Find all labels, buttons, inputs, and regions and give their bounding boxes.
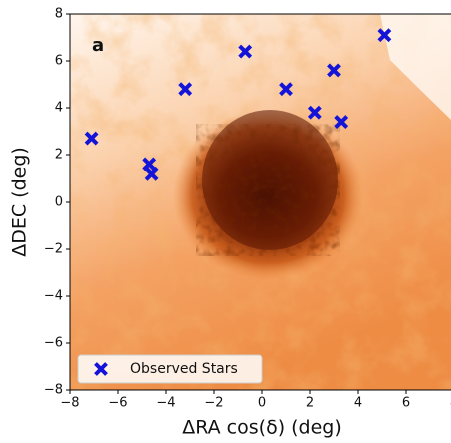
x-tick-label: −2: [204, 396, 223, 411]
x-tick-label: 4: [354, 396, 362, 411]
y-tick-label: −2: [44, 242, 63, 257]
y-tick-label: −8: [44, 383, 63, 398]
y-tick-label: 0: [55, 195, 63, 210]
y-tick-label: 8: [55, 7, 63, 22]
x-axis-label: ΔRA cos(δ) (deg): [182, 417, 342, 439]
y-tick-label: 2: [55, 148, 63, 163]
y-axis-label: ΔDEC (deg): [9, 147, 31, 257]
x-tick-label: 0: [258, 396, 266, 411]
x-tick-label: −8: [60, 396, 79, 411]
legend-label: Observed Stars: [130, 361, 238, 377]
chart: a ΔRA cos(δ) (deg) ΔDEC (deg) Observed S…: [0, 0, 451, 443]
y-tick-label: −6: [44, 336, 63, 351]
nebula-image: [70, 14, 451, 390]
x-tick-label: −4: [156, 396, 175, 411]
y-tick-label: −4: [44, 289, 63, 304]
y-tick-label: 4: [55, 101, 63, 116]
legend: Observed Stars: [78, 355, 262, 383]
panel-label: a: [92, 35, 104, 56]
y-tick-label: 6: [55, 54, 63, 69]
x-tick-label: 6: [402, 396, 410, 411]
x-tick-label: 2: [306, 396, 314, 411]
x-tick-label: −6: [108, 396, 127, 411]
